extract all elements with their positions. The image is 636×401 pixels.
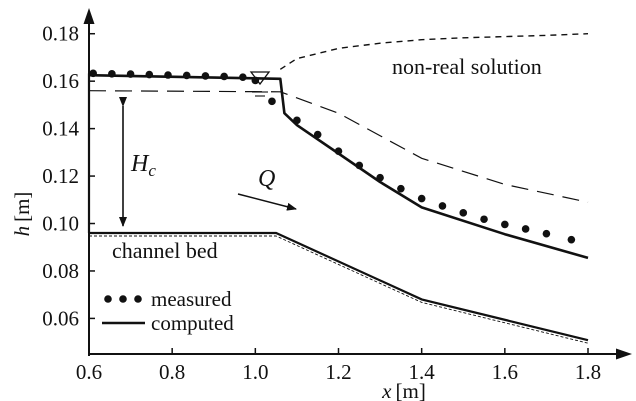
legend: measured computed	[102, 287, 234, 335]
x-tick-label: 1.6	[492, 360, 518, 384]
x-tick-label: 1.8	[575, 360, 601, 384]
x-tick-label: 0.6	[76, 360, 102, 384]
channel-bed-dashed	[89, 235, 589, 344]
y-axis-title-text: h [m]	[10, 192, 34, 237]
measured-point	[438, 202, 447, 210]
flow-direction-arrow	[237, 193, 297, 211]
channel-bed-label: channel bed	[112, 238, 218, 263]
flow-label-q: Q	[258, 166, 275, 192]
x-ticks: 0.6 0.8 1.0 1.2 1.4 1.6 1.8	[76, 348, 601, 384]
computed-line	[88, 73, 589, 260]
measured-point	[521, 225, 530, 233]
x-axis-title: x [m]	[381, 379, 426, 401]
surface-triangle-icon	[249, 71, 271, 86]
measured-point	[567, 235, 576, 244]
hc-label-main: H	[130, 151, 150, 177]
legend-item-measured: measured	[104, 287, 232, 311]
plot-series	[87, 33, 589, 344]
measured-point	[268, 97, 276, 106]
y-axis-title: h [m]	[10, 192, 34, 237]
non-real-solution-label: non-real solution	[392, 54, 542, 79]
non-real-solution-line	[279, 33, 589, 70]
legend-computed-label: computed	[151, 311, 234, 335]
x-tick-label: 1.0	[242, 360, 268, 384]
y-ticks: 0.06 0.08 0.10 0.12 0.14 0.16 0.18	[42, 22, 95, 330]
y-axis-symbol: h	[10, 226, 34, 237]
measured-series	[89, 69, 576, 244]
y-tick-label: 0.14	[42, 117, 79, 141]
measured-point	[480, 215, 488, 224]
legend-measured-dot	[119, 295, 127, 303]
legend-measured-label: measured	[151, 287, 232, 311]
measured-point	[417, 194, 426, 203]
channel-bed-solid	[89, 231, 589, 342]
y-tick-label: 0.16	[42, 69, 79, 93]
hc-label-sub: c	[148, 161, 156, 180]
y-tick-label: 0.12	[42, 164, 79, 188]
legend-measured-dot	[104, 295, 112, 303]
y-axis-arrow	[83, 8, 95, 24]
legend-item-computed: computed	[102, 311, 234, 335]
y-tick-label: 0.10	[42, 212, 79, 236]
legend-measured-dot	[134, 295, 142, 303]
x-axis-arrow	[616, 348, 632, 360]
measured-point	[542, 229, 551, 238]
y-tick-label: 0.08	[42, 259, 79, 283]
water-surface-marker	[249, 71, 271, 97]
critical-depth-line	[88, 90, 589, 203]
measured-point	[501, 220, 509, 229]
y-tick-label: 0.18	[42, 22, 79, 46]
measured-point	[459, 209, 468, 217]
x-tick-label: 1.2	[325, 360, 351, 384]
measured-point	[397, 184, 405, 193]
x-axis-unit: [m]	[396, 379, 426, 401]
x-axis-symbol: x	[381, 379, 392, 401]
x-tick-label: 1.4	[409, 360, 436, 384]
x-tick-label: 0.8	[159, 360, 185, 384]
y-tick-label: 0.06	[42, 306, 79, 330]
channel-bed-line	[89, 231, 589, 344]
hc-label: Hc	[130, 151, 156, 180]
y-axis-unit: [m]	[10, 192, 34, 222]
x-axis-title-text: x [m]	[381, 379, 426, 401]
